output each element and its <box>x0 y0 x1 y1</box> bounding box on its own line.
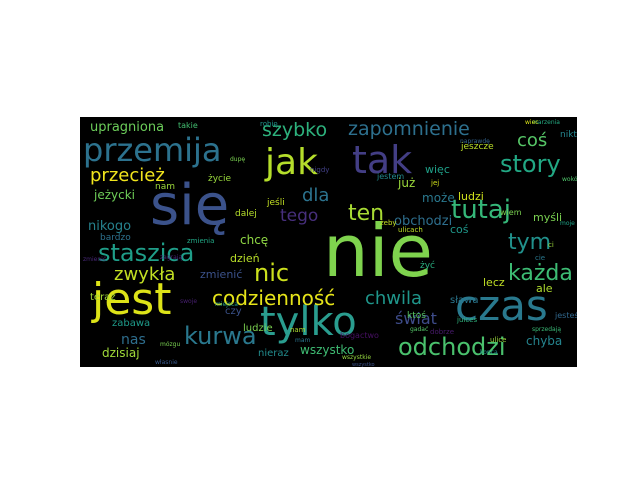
word-zmienic: zmienić <box>200 268 243 281</box>
word-zmienia: zmienia <box>187 237 215 245</box>
word-tego: tego <box>280 206 319 226</box>
word-dla: dla <box>302 185 330 206</box>
word-sie: się <box>150 173 230 238</box>
word-nikt: nikt <box>560 130 577 140</box>
word-juz: już <box>398 176 416 190</box>
word-bardzo: bardzo <box>100 233 131 243</box>
word-zmienic-2: zmienić <box>83 256 107 263</box>
word-bogactwo: bogactwo <box>340 331 379 340</box>
word-jeszcze: jeszcze <box>461 142 494 152</box>
word-lecz: lecz <box>483 276 505 289</box>
word-cie: cie <box>535 254 546 262</box>
word-zyc: żyć <box>420 261 435 271</box>
word-nie: nie <box>323 209 433 293</box>
word-chce: chcę <box>240 233 269 247</box>
word-wszystko-2: wszystko <box>352 362 375 368</box>
word-staszica: staszica <box>98 239 195 267</box>
word-gadac: gadać <box>410 326 429 333</box>
word-czy: czy <box>225 306 242 317</box>
word-kazda: każda <box>508 261 573 286</box>
word-miejsca: miejsca <box>215 301 238 308</box>
word-nic: nic <box>254 259 290 287</box>
word-chyba: chyba <box>526 334 563 348</box>
word-wokol: wokół <box>562 176 577 183</box>
word-przeciez: przecież <box>90 165 165 186</box>
word-naprawde: naprawdę <box>460 138 490 145</box>
word-dzien: dzień <box>230 252 260 265</box>
word-wszystko: wszystko <box>300 343 355 357</box>
word-nigdy: nigdy <box>310 166 330 174</box>
word-konca: konca <box>480 349 498 356</box>
word-wlasnie: własnie <box>155 359 178 366</box>
word-swiat: świat <box>395 309 437 328</box>
word-tutaj: tutaj <box>451 195 512 225</box>
word-wiec-2: wiec <box>525 119 539 126</box>
word-codziennosc: codzienność <box>212 286 336 310</box>
word-cos: coś <box>517 130 548 151</box>
word-czas: czas <box>455 281 548 330</box>
word-moze: może <box>422 191 455 205</box>
word-kurwa: kurwa <box>184 322 257 350</box>
word-ktos: ktoś <box>407 311 426 321</box>
word-slawa: sława <box>450 295 479 306</box>
word-wiec: więc <box>425 163 450 176</box>
word-jej: jej <box>431 179 440 187</box>
word-tym: tym <box>508 230 552 255</box>
word-zabawa: zabawa <box>112 318 151 329</box>
word-tylko: tylko <box>260 299 357 345</box>
word-dzisiaj: dzisiaj <box>102 346 140 360</box>
word-dalej: dalej <box>235 209 257 219</box>
word-ale: ale <box>536 282 553 295</box>
word-ludzi: ludzi <box>458 190 484 203</box>
word-zeby: żeby <box>380 219 397 227</box>
word-robie: robię <box>260 120 278 128</box>
word-mysli: myśli <box>533 211 563 224</box>
word-sprzedaja: sprzedają <box>532 326 562 333</box>
word-ten: ten <box>348 201 385 226</box>
word-jesli: jeśli <box>267 198 285 208</box>
word-ludzie: ludzie <box>243 323 273 334</box>
word-ci: ci <box>548 241 554 249</box>
word-dobrze: dobrze <box>430 328 455 336</box>
word-dupe: dupę <box>230 156 246 163</box>
word-takie: takie <box>178 121 198 130</box>
word-obchodzi: obchodzi <box>394 214 453 229</box>
word-zagraja: zagrają <box>160 254 183 261</box>
word-chwila: chwila <box>365 288 423 309</box>
word-mozgu: mózgu <box>160 341 181 348</box>
word-jezycki: jeżycki <box>94 188 135 202</box>
word-ulicach: ulicach <box>398 226 423 234</box>
word-nam: nam <box>155 182 175 192</box>
word-marzenia: marzenia <box>532 119 560 126</box>
word-swoje: swoje <box>180 298 198 305</box>
word-zapomnienie: zapomnienie <box>348 118 470 140</box>
word-nas: nas <box>121 332 146 348</box>
word-zwykla: zwykła <box>114 264 176 285</box>
word-jestes: jesteś <box>555 311 577 320</box>
word-wszystkie: wszystkie <box>342 354 372 361</box>
word-zycie: życie <box>208 174 232 184</box>
word-szybko: szybko <box>262 119 328 141</box>
word-jestem: jestem <box>377 172 405 181</box>
word-moje: moje <box>560 220 575 227</box>
word-nam-2: nam <box>290 326 306 334</box>
word-nikogo: nikogo <box>88 219 132 234</box>
word-nieraz: nieraz <box>258 348 289 359</box>
word-jak: jak <box>265 142 318 183</box>
word-teraz: teraz <box>90 292 116 303</box>
word-jest: jest <box>92 274 172 325</box>
word-tak: tak <box>352 138 413 182</box>
word-przemija: przemija <box>83 131 222 169</box>
word-cloud: nie się jest czas tylko tak jak przemija… <box>80 117 577 367</box>
word-odchodzi: odchodzi <box>398 333 506 361</box>
word-wiem: wiem <box>500 208 522 217</box>
word-ulice: ulice <box>490 336 507 344</box>
word-juices: juices <box>457 316 478 324</box>
word-story: story <box>500 150 561 178</box>
word-cos-2: coś <box>450 223 469 236</box>
word-upragniona: upragniona <box>90 120 165 135</box>
word-mam: mam <box>295 337 311 344</box>
